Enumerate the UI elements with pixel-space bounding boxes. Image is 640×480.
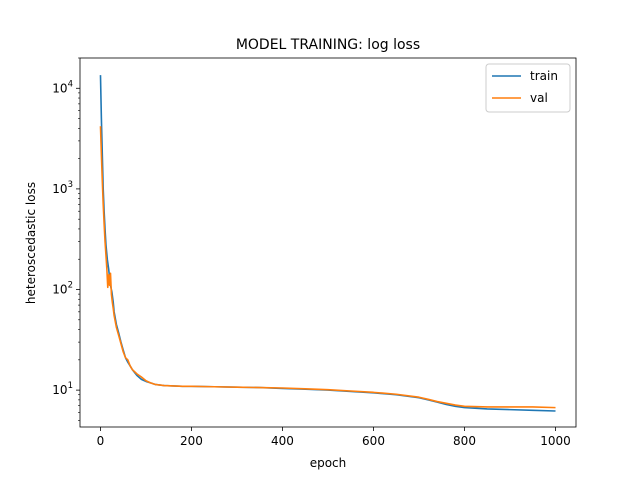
x-tick-label: 800: [453, 434, 476, 448]
y-tick-label: 104: [52, 79, 73, 95]
series-layer: [99, 75, 556, 412]
legend-label-val: val: [530, 91, 548, 105]
x-tick-label: 400: [271, 434, 294, 448]
x-tick-label: 200: [180, 434, 203, 448]
x-tick-label: 0: [97, 434, 105, 448]
y-axis: 101 102 103 104: [52, 57, 80, 421]
legend-label-train: train: [530, 69, 558, 83]
legend: train val: [485, 63, 571, 113]
y-tick-label: 102: [52, 281, 73, 297]
x-tick-label: 1000: [540, 434, 571, 448]
y-axis-label: heteroscedastic loss: [24, 182, 38, 304]
x-tick-label: 600: [362, 434, 385, 448]
series-line-val: [99, 126, 556, 409]
y-tick-label: 101: [52, 381, 73, 397]
y-tick-label: 103: [52, 180, 73, 196]
x-axis: 0 200 400 600 800 1000: [97, 427, 571, 448]
plot-frame: [79, 57, 577, 428]
x-axis-label: epoch: [310, 456, 347, 470]
chart-title: MODEL TRAINING: log loss: [236, 37, 420, 53]
